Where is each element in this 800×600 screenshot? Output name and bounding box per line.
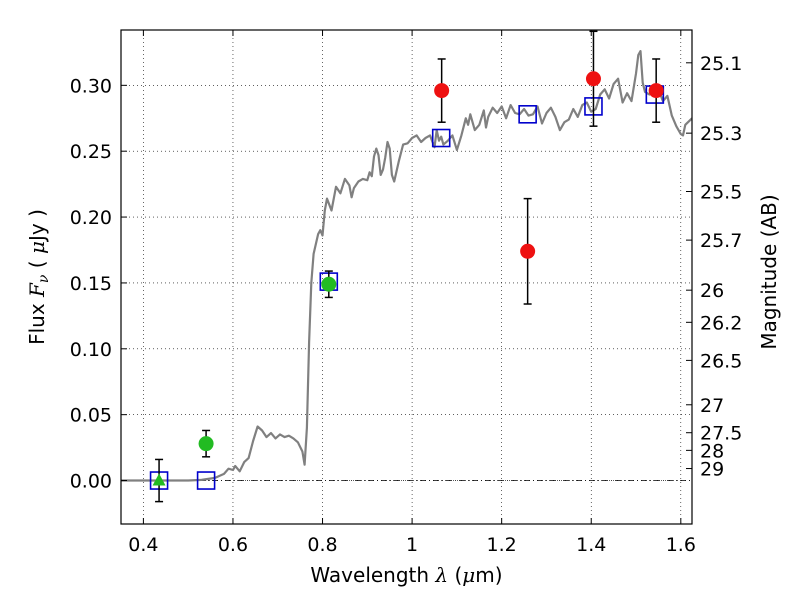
plot-area [121, 30, 692, 503]
y-axis-label-symbol: F [25, 282, 49, 298]
x-axis-label-unit-symbol: μ [462, 563, 475, 587]
observed-point [198, 436, 214, 452]
y-tick-label: 0.30 [70, 75, 112, 97]
observed-point [520, 243, 536, 259]
observed-point [648, 83, 664, 99]
y-tick-label: 0.00 [70, 471, 112, 493]
y2-tick-label: 25.1 [700, 53, 742, 75]
x-tick-label: 0.8 [307, 534, 337, 556]
x-tick-label: 0.4 [128, 534, 158, 556]
x-tick-label: 1.2 [487, 534, 517, 556]
y2-tick-label: 29 [700, 459, 724, 481]
y2-tick-label: 27 [700, 395, 724, 417]
x-axis-label-prefix: Wavelength [310, 563, 435, 587]
model-square-point [518, 105, 537, 124]
y2-tick-label: 26.2 [700, 312, 742, 334]
x-tick-label: 1.4 [576, 534, 606, 556]
y2-tick-label: 26.5 [700, 350, 742, 372]
model-square-point [196, 471, 216, 490]
y-axis-label-unit-symbol: μ [25, 241, 49, 254]
x-tick-label: 1 [406, 534, 418, 556]
model-square-point [431, 128, 451, 148]
y2-axis-label: Magnitude (AB) [757, 194, 781, 349]
y-axis-label-prefix: Flux [25, 297, 49, 345]
y2-tick-label: 27.5 [700, 423, 742, 445]
model-spectrum-line [121, 50, 692, 482]
y-tick-label: 0.10 [70, 339, 112, 361]
y2-tick-label: 25.7 [700, 230, 742, 252]
y2-tick-label: 25.3 [700, 123, 742, 145]
x-axis-label-unit: m) [475, 563, 502, 587]
observed-point [434, 83, 450, 99]
x-axis-label-symbol: λ [434, 563, 448, 587]
y2-tick-label: 26 [700, 280, 724, 302]
y-tick-label: 0.20 [70, 207, 112, 229]
y-axis-label: Flux Fν ( μJy ) [25, 209, 52, 345]
upper-limit-triangle [152, 473, 166, 486]
y-axis-label-subscript: ν [36, 274, 52, 283]
y-axis-label-suffix: ( [25, 254, 49, 275]
x-tick-label: 0.6 [218, 534, 248, 556]
observed-point [321, 276, 337, 292]
y-tick-label: 0.25 [70, 141, 112, 163]
x-axis-label: Wavelength λ (μm) [310, 563, 502, 587]
x-tick-label: 1.6 [666, 534, 696, 556]
y-axis-label-unit: Jy ) [25, 209, 49, 243]
axis-ticks: 0.4 0.6 0.8 1 1.2 1.4 1.6 0.00 0.05 0.10 0.15 0.20 0… [70, 30, 742, 556]
y-tick-label: 0.15 [70, 273, 112, 295]
y2-tick-label: 25.5 [700, 182, 742, 204]
observed-point [585, 71, 601, 87]
x-axis-label-suffix: ( [448, 563, 462, 587]
y2-tick-label: 28 [700, 440, 724, 462]
plot-frame [120, 29, 693, 525]
y-tick-label: 0.05 [70, 405, 112, 427]
